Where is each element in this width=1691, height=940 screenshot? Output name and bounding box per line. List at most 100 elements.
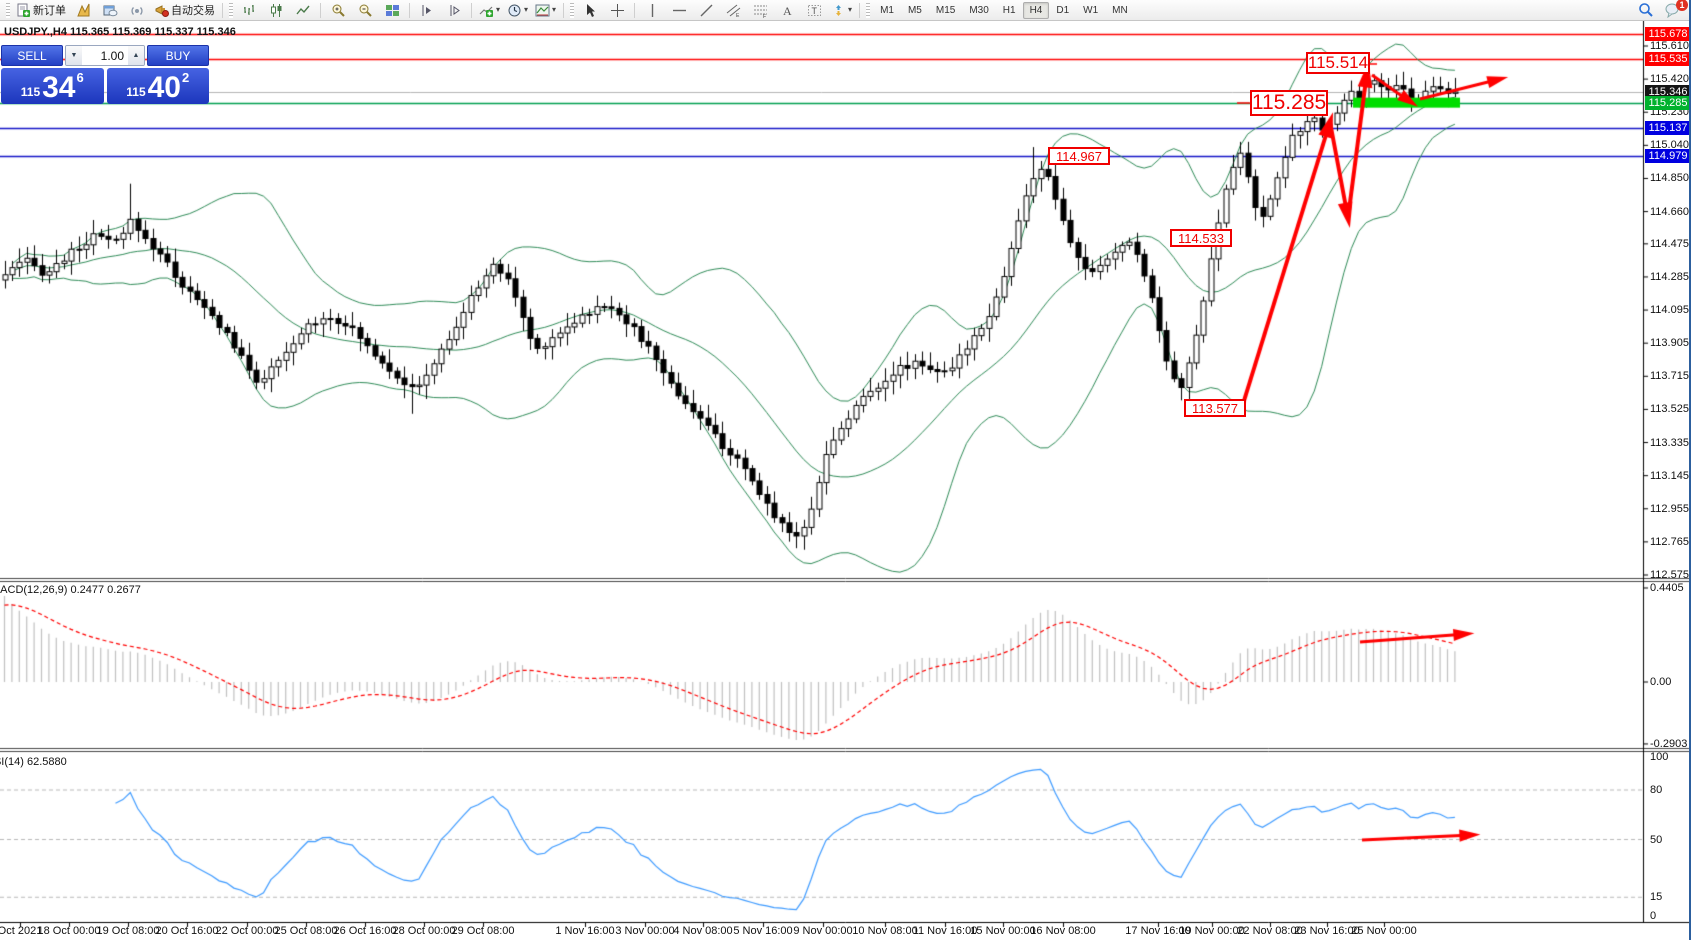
time-axis-label: 22 Oct 00:00	[215, 925, 279, 937]
time-axis-label: 17 Nov 16:00	[1125, 925, 1191, 937]
time-axis-label: Oct 2021	[0, 925, 43, 937]
line-chart-icon	[295, 5, 310, 14]
buy-price-pips: 40	[147, 71, 181, 104]
zoom-out-button[interactable]	[352, 0, 378, 21]
crosshair-button[interactable]	[604, 0, 630, 21]
sell-button[interactable]: SELL	[1, 45, 63, 66]
price-callout: 115.285	[1250, 90, 1328, 116]
rsi-scale-label: 80	[1650, 784, 1663, 796]
price-tick-label: 112.955	[1650, 502, 1689, 515]
vertical-line-button[interactable]	[639, 0, 665, 21]
open-chart-button[interactable]	[97, 0, 123, 21]
zoom-in-icon	[332, 4, 345, 17]
price-line-badge: 114.979	[1645, 148, 1689, 163]
notification-badge: 1	[1676, 0, 1688, 11]
toolbar-grip[interactable]	[570, 2, 575, 18]
search-button[interactable]	[1633, 0, 1659, 21]
indicators-icon	[479, 6, 493, 17]
price-callout: 113.577	[1184, 399, 1246, 417]
time-axis-label: 29 Oct 08:00	[451, 925, 515, 937]
chart-wizard-button[interactable]	[70, 0, 96, 21]
rsi-scale-label: 0	[1650, 910, 1657, 922]
text-label-button[interactable]: T	[801, 0, 827, 21]
timeframe-button-m30[interactable]: M30	[969, 4, 989, 16]
rsi-label: RSI(14) 62.5880	[0, 756, 67, 768]
templates-icon	[535, 4, 550, 16]
timeframe-button-m1[interactable]: M1	[880, 4, 894, 16]
auto-scroll-button[interactable]	[414, 0, 440, 21]
rsi-scale-label: 50	[1650, 833, 1663, 846]
time-axis-label: 16 Nov 08:00	[1030, 925, 1096, 937]
buy-price-handle: 115	[126, 85, 146, 99]
chart-shift-icon	[450, 4, 460, 16]
timeframe-button-m5[interactable]: M5	[907, 4, 922, 16]
chevron-down-icon: ▾	[848, 5, 853, 14]
timeframe-button-d1[interactable]: D1	[1056, 4, 1070, 16]
price-callout: 114.533	[1170, 229, 1232, 247]
chart-canvas[interactable]	[0, 21, 1689, 940]
tile-windows-button[interactable]	[379, 0, 405, 21]
indicators-button[interactable]: ▾	[476, 0, 503, 21]
main-toolbar: 新订单 自动交易	[0, 0, 1689, 21]
time-axis-label: 25 Oct 08:00	[274, 925, 338, 937]
timeframe-button-h1[interactable]: H1	[1002, 4, 1016, 16]
time-axis-label: 23 Nov 16:00	[1294, 925, 1360, 937]
bar-chart-button[interactable]	[236, 0, 262, 21]
trendline-button[interactable]	[693, 0, 719, 21]
horizontal-line-button[interactable]	[666, 0, 692, 21]
chart-shift-button[interactable]	[441, 0, 467, 21]
tile-windows-icon	[385, 4, 399, 16]
autotrading-button[interactable]: 自动交易	[151, 0, 218, 21]
notifications-button[interactable]: 1	[1659, 0, 1688, 21]
signals-button[interactable]	[124, 0, 150, 21]
timeframe-button-mn[interactable]: MN	[1112, 4, 1128, 16]
toolbar-grip[interactable]	[229, 2, 233, 18]
buy-button[interactable]: BUY	[147, 45, 209, 66]
volume-increase-button[interactable]: ▲	[128, 46, 144, 65]
time-axis-label: 28 Oct 00:00	[392, 925, 456, 937]
channel-icon: E	[726, 4, 740, 18]
line-chart-button[interactable]	[290, 0, 316, 21]
timeframe-button-m15[interactable]: M15	[935, 4, 956, 16]
shapes-button[interactable]: ▾	[828, 0, 855, 21]
time-axis-label: 20 Oct 16:00	[155, 925, 219, 937]
candlestick-button[interactable]	[263, 0, 289, 21]
fibonacci-button[interactable]: F	[747, 0, 773, 21]
time-axis-label: 19 Oct 08:00	[96, 925, 160, 937]
price-tick-label: 115.420	[1650, 73, 1689, 86]
chart-wizard-icon	[76, 3, 91, 18]
trendline-icon	[700, 4, 713, 16]
text-label-icon: T	[807, 4, 821, 16]
toolbar-grip[interactable]	[866, 2, 871, 18]
crosshair-icon	[610, 3, 624, 17]
autotrading-label: 自动交易	[171, 5, 215, 17]
cursor-button[interactable]	[577, 0, 603, 21]
new-order-button[interactable]: 新订单	[13, 0, 69, 21]
text-button[interactable]: A	[774, 0, 800, 21]
sell-price-display[interactable]: 115 34 6	[1, 68, 104, 104]
chevron-down-icon: ▾	[552, 5, 557, 14]
periods-button[interactable]: ▾	[504, 0, 531, 21]
time-axis-label: 11 Nov 16:00	[912, 925, 978, 937]
clock-icon	[508, 4, 521, 16]
svg-text:A: A	[783, 4, 792, 18]
buy-price-display[interactable]: 115 40 2	[106, 68, 209, 104]
bar-chart-icon	[243, 4, 254, 15]
time-axis-label: 9 Nov 00:00	[793, 925, 853, 937]
price-callout: 114.967	[1048, 147, 1110, 165]
templates-button[interactable]: ▾	[532, 0, 559, 21]
toolbar-grip[interactable]	[6, 2, 10, 18]
time-axis-label: 1 Nov 16:00	[555, 925, 615, 937]
volume-input[interactable]	[82, 46, 128, 65]
timeframe-button-h4[interactable]: H4	[1022, 1, 1050, 19]
price-tick-label: 115.040	[1650, 139, 1689, 152]
timeframe-button-w1[interactable]: W1	[1083, 4, 1099, 16]
channel-button[interactable]: E	[720, 0, 746, 21]
zoom-in-button[interactable]	[325, 0, 351, 21]
volume-decrease-button[interactable]: ▼	[66, 46, 82, 65]
candlestick-icon	[270, 3, 281, 17]
price-tick-label: 113.715	[1650, 370, 1689, 383]
time-axis-label: 18 Oct 00:00	[37, 925, 101, 937]
signals-icon	[130, 3, 145, 18]
